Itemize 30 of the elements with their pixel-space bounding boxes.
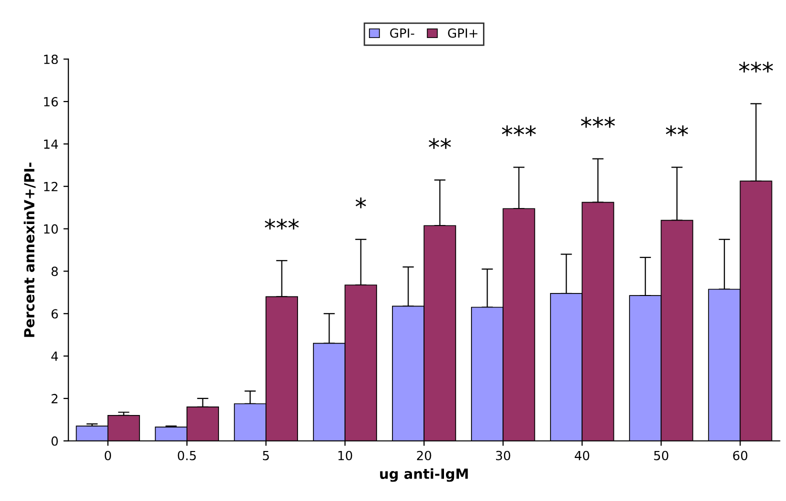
x-tick-label: 0 xyxy=(104,450,112,460)
y-tick-label: 10 xyxy=(44,224,58,234)
y-tick-label: 6 xyxy=(52,309,58,319)
annotation: ** xyxy=(666,125,688,136)
y-tick-label: 0 xyxy=(52,436,58,446)
annotation: *** xyxy=(738,62,774,73)
y-axis-title: Percent annexinV+/PI- xyxy=(24,162,36,337)
y-tick-label: 16 xyxy=(44,97,58,106)
x-tick-label: 10 xyxy=(338,450,352,460)
annotation: *** xyxy=(502,125,536,136)
y-tick-label: 18 xyxy=(44,54,58,64)
x-axis-title: ug anti-IgM xyxy=(380,468,468,482)
legend-label: GPI- xyxy=(390,28,414,38)
annotation: *** xyxy=(580,116,615,128)
x-tick-label: 50 xyxy=(654,450,668,460)
x-tick-label: 30 xyxy=(496,450,510,460)
legend-label: GPI+ xyxy=(448,28,478,38)
y-tick-label: 8 xyxy=(52,266,58,276)
x-tick-label: 20 xyxy=(417,450,432,460)
x-tick-label: 5 xyxy=(262,450,269,460)
annotation: ** xyxy=(428,138,451,149)
x-tick-label: 40 xyxy=(574,450,590,460)
y-tick-label: 12 xyxy=(44,182,58,192)
annotation: *** xyxy=(264,218,299,230)
y-tick-label: 2 xyxy=(52,394,58,404)
y-tick-label: 4 xyxy=(51,352,58,361)
y-tick-label: 14 xyxy=(44,140,58,149)
x-tick-label: 0.5 xyxy=(178,450,196,460)
x-tick-label: 60 xyxy=(733,450,748,460)
annotation: * xyxy=(356,198,366,208)
